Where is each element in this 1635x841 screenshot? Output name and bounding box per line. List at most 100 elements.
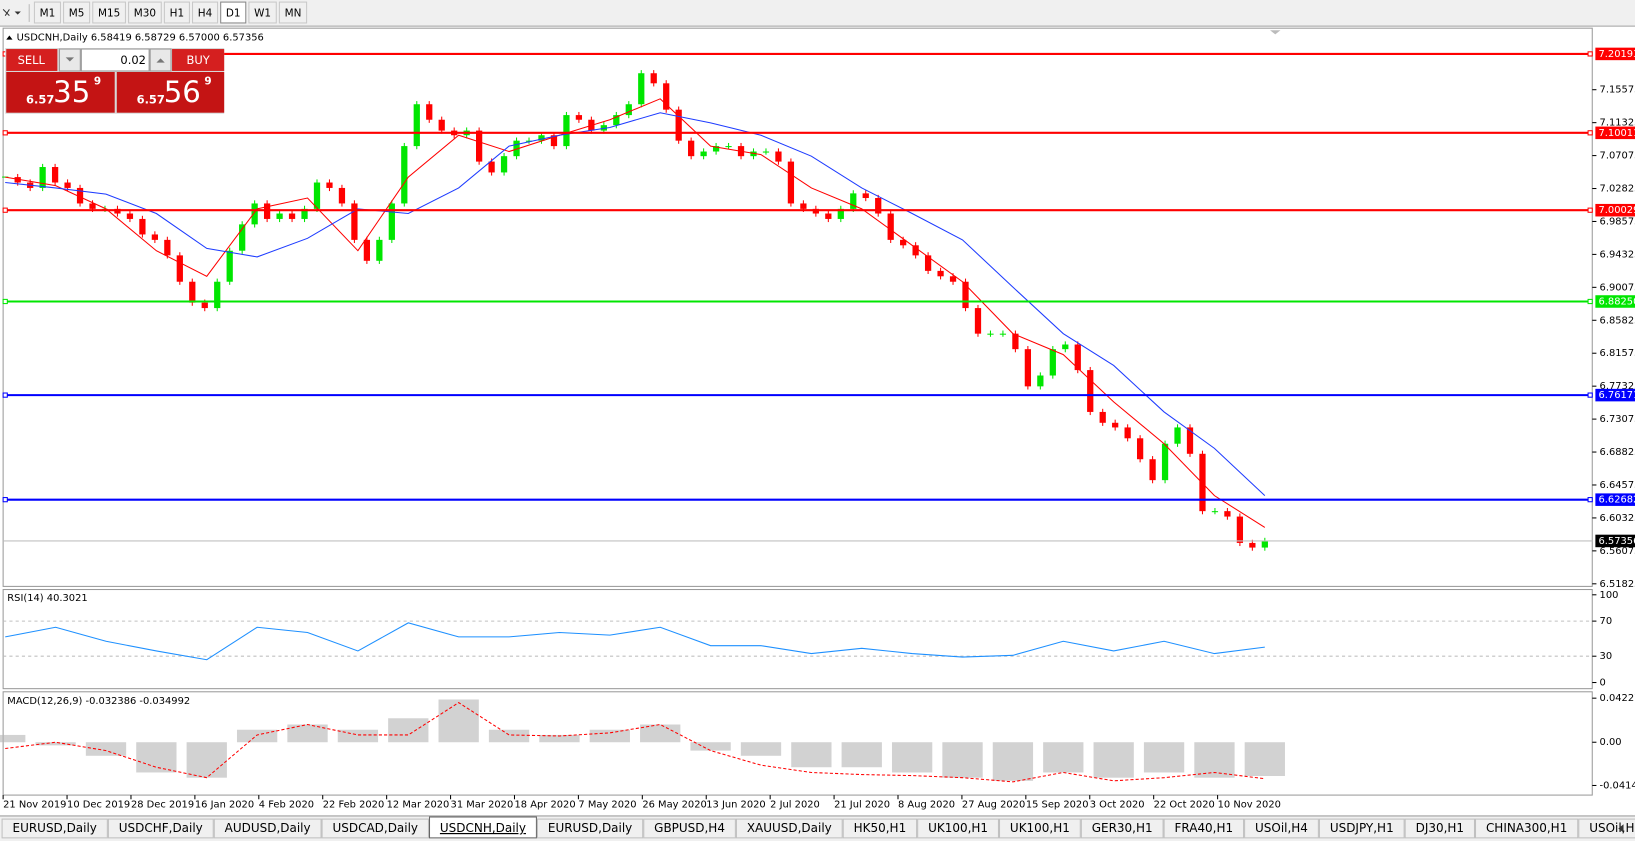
- level-label: 7.10011: [1599, 128, 1635, 139]
- chart-tab[interactable]: [842, 818, 918, 839]
- chart-tab-label[interactable]: CHINA300,H1: [1486, 821, 1567, 835]
- candle: [900, 239, 907, 246]
- chart-tab[interactable]: [1404, 818, 1476, 839]
- macd-signal: [5, 702, 1265, 783]
- chart-tab[interactable]: [428, 816, 537, 839]
- macd-bar: [589, 729, 630, 743]
- chart-tab-label[interactable]: HK50,H1: [854, 821, 907, 835]
- y-tick-label: 6.51825: [1600, 579, 1635, 590]
- timeframe-label[interactable]: M15: [98, 8, 120, 20]
- chart-tab[interactable]: [1578, 818, 1635, 839]
- chart-tab-label[interactable]: USOil,H4: [1255, 821, 1308, 835]
- chart-tab[interactable]: [321, 818, 429, 839]
- chart-tab[interactable]: [643, 818, 736, 839]
- timeframe-button[interactable]: [220, 1, 247, 24]
- candle: [426, 104, 433, 120]
- chart-tab-label[interactable]: USDCHF,Daily: [119, 821, 203, 835]
- chart-tab[interactable]: [1, 818, 108, 839]
- timeframe-button[interactable]: [278, 1, 308, 24]
- chart-tab-label[interactable]: EURUSD,Daily: [13, 821, 97, 835]
- chart-tab-label[interactable]: FRA40,H1: [1175, 821, 1234, 835]
- chart-tab[interactable]: [1163, 818, 1245, 839]
- candle: [1186, 427, 1194, 454]
- bid-small: 9: [94, 75, 101, 87]
- timeframe-label[interactable]: M30: [134, 8, 156, 20]
- bid-main: 35: [53, 75, 90, 109]
- timeframe-button[interactable]: [192, 1, 219, 24]
- chart-tab[interactable]: [1318, 818, 1405, 839]
- x-tick-label: 18 Apr 2020: [514, 799, 575, 810]
- chart-tab-label[interactable]: USDCNH,Daily: [440, 821, 526, 835]
- timeframe-button[interactable]: [248, 1, 277, 24]
- chart-tab-label[interactable]: DJ30,H1: [1416, 821, 1464, 835]
- timeframe-label[interactable]: D1: [226, 8, 241, 20]
- tool-icon[interactable]: [2, 9, 10, 17]
- timeframe-label[interactable]: MN: [285, 8, 302, 20]
- candle: [201, 302, 208, 309]
- candle: [1124, 427, 1131, 439]
- timeframe-button[interactable]: [33, 1, 61, 24]
- chart-tab[interactable]: [917, 818, 999, 839]
- timeframe-button[interactable]: [92, 1, 126, 24]
- chart-tab[interactable]: [998, 818, 1081, 839]
- chart-tab-label[interactable]: USOil,H4: [1589, 821, 1635, 835]
- macd-bar: [1194, 742, 1235, 778]
- timeframe-button[interactable]: [163, 1, 190, 24]
- timeframe-label[interactable]: H4: [198, 8, 213, 20]
- x-tick-label: 2 Jul 2020: [770, 799, 820, 810]
- tab-scroll-left[interactable]: [1618, 824, 1624, 833]
- rsi-line: [5, 622, 1265, 661]
- candle: [675, 109, 682, 141]
- candle: [276, 213, 283, 219]
- level-tag: [1595, 47, 1635, 61]
- lot-input[interactable]: [80, 48, 150, 72]
- chart-tab-label[interactable]: UK100,H1: [928, 821, 988, 835]
- lot-value[interactable]: 0.02: [120, 53, 146, 67]
- sell-button[interactable]: [6, 49, 58, 71]
- chart-tab-label[interactable]: AUDUSD,Daily: [225, 821, 311, 835]
- x-tick-label: 22 Feb 2020: [323, 799, 385, 810]
- candle: [775, 151, 782, 162]
- timeframe-label[interactable]: W1: [254, 8, 271, 20]
- x-tick-label: 21 Jul 2020: [834, 799, 890, 810]
- level-handle: [2, 130, 8, 136]
- buy-button[interactable]: [172, 49, 225, 71]
- tool-dropdown[interactable]: [14, 11, 21, 15]
- ask-box[interactable]: [116, 71, 225, 113]
- x-tick-label: 3 Oct 2020: [1090, 799, 1145, 810]
- chart-tab[interactable]: [1244, 818, 1319, 839]
- chart-tab-label[interactable]: USDCAD,Daily: [333, 821, 419, 835]
- chart-tab-label[interactable]: GER30,H1: [1092, 821, 1153, 835]
- overlay: USDCNH,Daily 6.58419 6.58729 6.57000 6.5…: [6, 33, 1635, 707]
- chart-tab[interactable]: [1080, 818, 1164, 839]
- moving-average: [5, 112, 1266, 497]
- bid-big: 6.57: [26, 93, 54, 107]
- chart-tab-label[interactable]: GBPUSD,H4: [654, 821, 725, 835]
- candle: [850, 193, 857, 209]
- ask-small: 9: [204, 75, 211, 87]
- timeframe-label[interactable]: H1: [170, 8, 184, 20]
- timeframe-label[interactable]: M1: [40, 8, 56, 20]
- sell-label[interactable]: SELL: [18, 53, 46, 67]
- bid-box[interactable]: [6, 71, 115, 113]
- buy-label[interactable]: BUY: [186, 53, 210, 67]
- chart-tab[interactable]: [735, 818, 843, 839]
- chart-tab[interactable]: [1475, 818, 1579, 839]
- chart-tab-label[interactable]: XAUUSD,Daily: [747, 821, 832, 835]
- chart-tab[interactable]: [213, 818, 322, 839]
- chart-tab-label[interactable]: UK100,H1: [1010, 821, 1070, 835]
- x-tick-label: 8 Aug 2020: [898, 799, 955, 810]
- x-tick-label: 31 Mar 2020: [451, 799, 514, 810]
- timeframe-label[interactable]: M5: [69, 8, 85, 20]
- shift-marker: [1270, 30, 1281, 35]
- timeframe-button[interactable]: [128, 1, 162, 24]
- chart-tab-label[interactable]: USDJPY,H1: [1330, 821, 1394, 835]
- macd-bar: [0, 734, 26, 743]
- chart-tab[interactable]: [107, 818, 214, 839]
- timeframe-button[interactable]: [63, 1, 91, 24]
- chart-tab[interactable]: [536, 818, 644, 839]
- candle: [725, 146, 732, 148]
- chart-tab-label[interactable]: EURUSD,Daily: [548, 821, 632, 835]
- candle: [488, 161, 495, 173]
